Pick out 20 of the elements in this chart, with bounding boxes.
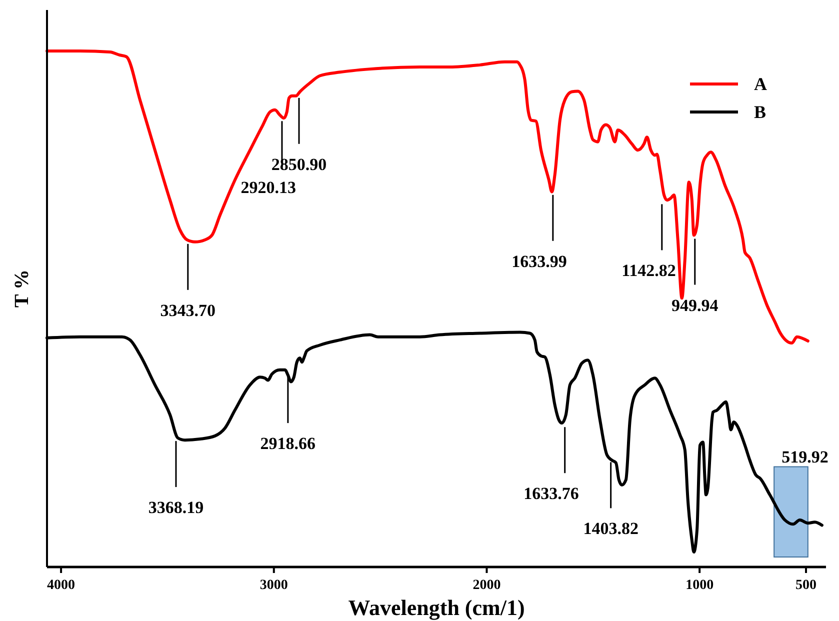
- annotation: 2850.90: [271, 154, 327, 174]
- legend-label: A: [754, 74, 767, 94]
- x-tick-label: 3000: [260, 578, 288, 593]
- annotation: 1142.82: [622, 261, 676, 280]
- annotation: 1633.76: [524, 484, 579, 504]
- x-axis-title: Wavelength (cm/1): [348, 595, 525, 620]
- annotation: 3343.70: [160, 300, 216, 320]
- annotation: 1633.99: [512, 252, 567, 271]
- x-tick-label: 4000: [47, 578, 76, 593]
- annotation: 3368.19: [148, 498, 204, 518]
- annotation: 2918.66: [260, 434, 316, 454]
- annotation: 949.94: [672, 296, 719, 315]
- legend-label: B: [754, 102, 766, 122]
- annotation: 2920.13: [240, 178, 296, 198]
- x-tick-label: 2000: [472, 578, 501, 593]
- annotation: 1403.82: [583, 519, 638, 538]
- x-tick-label: 500: [795, 578, 816, 593]
- band-label: 519.92: [782, 448, 828, 467]
- x-tick-label: 1000: [686, 578, 714, 593]
- y-axis-title: T %: [11, 270, 33, 308]
